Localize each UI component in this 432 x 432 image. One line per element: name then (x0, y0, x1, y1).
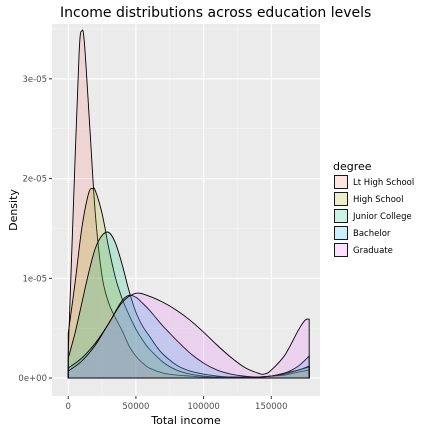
x-axis: 0 50000 100000 150000 (66, 396, 287, 412)
y-axis-label: Density (7, 189, 20, 231)
legend-key-bg (334, 192, 348, 206)
x-tick-label: 50000 (122, 402, 149, 412)
y-tick-label: 2e-05 (22, 175, 47, 185)
legend-label-graduate: Graduate (353, 246, 393, 256)
legend-key-bg (334, 243, 348, 257)
legend-swatch-high-school (334, 192, 348, 206)
y-tick-label: 3e-05 (22, 75, 47, 85)
legend-swatch-graduate (334, 243, 348, 257)
density-area-graduate (67, 292, 310, 379)
legend: degree Lt High School High School Junior C… (333, 160, 414, 257)
y-axis: 0e+00 1e-05 2e-05 3e-05 (18, 75, 52, 384)
legend-key-bg (334, 209, 348, 223)
plot-panel (52, 24, 320, 396)
x-tick-label: 150000 (255, 402, 287, 412)
legend-swatch-lt-high-school (334, 175, 348, 189)
legend-label-lt-high-school: Lt High School (353, 178, 414, 188)
legend-label-bachelor: Bachelor (353, 229, 391, 239)
legend-swatch-bachelor (334, 226, 348, 240)
legend-label-junior-college: Junior College (352, 212, 412, 222)
x-axis-label: Total income (150, 414, 221, 427)
y-tick-label: 1e-05 (22, 274, 47, 284)
y-tick-label: 0e+00 (18, 374, 47, 384)
legend-label-high-school: High School (353, 195, 403, 205)
legend-title: degree (333, 160, 372, 173)
legend-key-bg (334, 175, 348, 189)
x-tick-label: 0 (66, 402, 71, 412)
density-areas (67, 29, 310, 379)
chart-title: Income distributions across education le… (60, 5, 371, 21)
x-tick-label: 100000 (187, 402, 219, 412)
legend-swatch-junior-college (334, 209, 348, 223)
legend-key-bg (334, 226, 348, 240)
